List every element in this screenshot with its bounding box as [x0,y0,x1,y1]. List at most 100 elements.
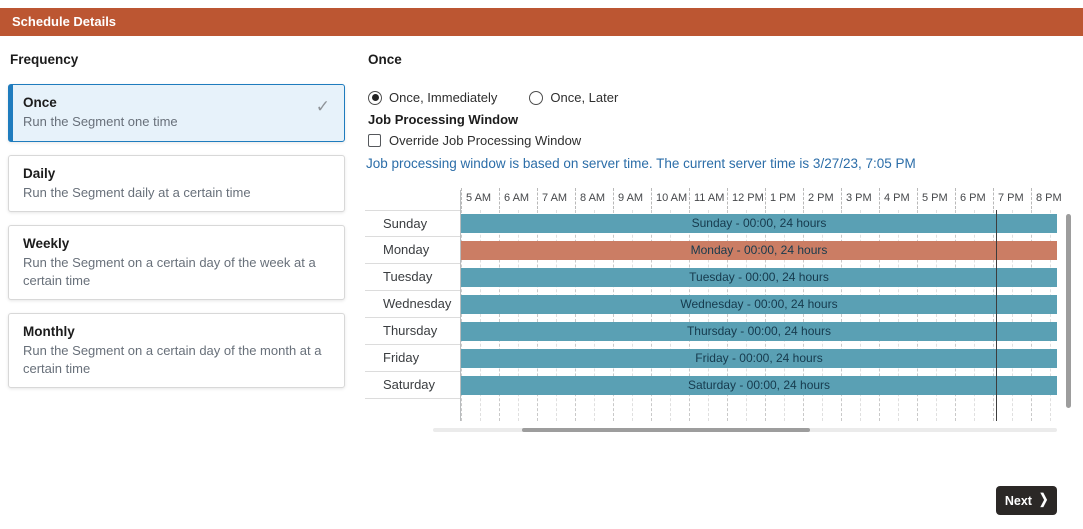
day-label: Sunday [365,210,460,237]
axis-line [460,190,461,421]
frequency-option-daily[interactable]: Daily Run the Segment daily at a certain… [8,154,345,213]
day-label: Friday [365,345,460,372]
half-hour-gridline [898,210,899,421]
schedule-bar: Friday - 00:00, 24 hours [461,349,1057,368]
schedule-gantt: 5 AM 6 AM 7 AM 8 AM 9 AM 10 AM 11 AM 12 PM 1 PM 2… [365,188,1077,438]
next-button[interactable]: Next ❯ [996,486,1057,515]
checkbox-label: Override Job Processing Window [389,133,582,148]
option-title: Monthly [23,324,75,340]
hour-gridline [765,210,766,421]
time-axis-label: 7 AM [537,188,567,209]
day-label: Tuesday [365,264,460,291]
next-button-label: Next [1004,493,1032,508]
horizontal-scrollbar-track[interactable] [433,428,1057,432]
frequency-option-list: Once Run the Segment one time ✓ Daily Ru… [8,84,345,401]
time-axis-label: 10 AM [651,188,687,209]
hour-gridline [537,210,538,421]
option-title: Daily [23,165,56,181]
override-jpw-checkbox-row[interactable]: Override Job Processing Window [368,133,581,148]
time-axis-label: 5 PM [917,188,948,209]
half-hour-gridline [594,210,595,421]
half-hour-gridline [974,210,975,421]
current-time-line [996,210,998,421]
half-hour-gridline [518,210,519,421]
schedule-bar: Tuesday - 00:00, 24 hours [461,268,1057,287]
option-title: Weekly [23,236,70,252]
time-axis-label: 6 PM [955,188,986,209]
time-axis-label: 8 PM [1031,188,1062,209]
radio-once-later[interactable]: Once, Later [529,90,618,105]
half-hour-gridline [632,210,633,421]
option-description: Run the Segment one time [23,114,178,129]
half-hour-gridline [1012,210,1013,421]
half-hour-gridline [480,210,481,421]
once-panel-title: Once [368,52,402,67]
hour-gridline [613,210,614,421]
radio-button-icon[interactable] [529,90,544,105]
day-label: Wednesday [365,291,460,318]
gantt-plot-area: Sunday - 00:00, 24 hours Monday - 00:00, … [461,210,1057,421]
option-description: Run the Segment on a certain day of the … [23,343,322,376]
frequency-option-weekly[interactable]: Weekly Run the Segment on a certain day … [8,225,345,301]
frequency-option-monthly[interactable]: Monthly Run the Segment on a certain day… [8,313,345,389]
time-axis-label: 11 AM [689,188,724,209]
half-hour-gridline [708,210,709,421]
schedule-bar: Thursday - 00:00, 24 hours [461,322,1057,341]
radio-label: Once, Immediately [389,90,498,105]
hour-gridline [461,210,462,421]
time-axis-label: 2 PM [803,188,834,209]
schedule-bar: Wednesday - 00:00, 24 hours [461,295,1057,314]
half-hour-gridline [556,210,557,421]
chevron-right-icon: ❯ [1038,492,1049,508]
day-label: Saturday [365,372,460,399]
hour-gridline [803,210,804,421]
panel-title: Schedule Details [12,14,117,29]
job-processing-window-heading: Job Processing Window [368,112,519,127]
server-time-info-text: Job processing window is based on server… [366,156,916,171]
time-axis-label: 1 PM [765,188,796,209]
time-axis-label: 6 AM [499,188,529,209]
half-hour-gridline [860,210,861,421]
hour-gridline [651,210,652,421]
hour-gridline [841,210,842,421]
time-axis-label: 9 AM [613,188,643,209]
half-hour-gridline [670,210,671,421]
hour-gridline [1031,210,1032,421]
half-hour-gridline [822,210,823,421]
hour-gridline [689,210,690,421]
time-axis-label: 8 AM [575,188,605,209]
once-type-radio-group: Once, Immediately Once, Later [368,90,618,105]
hour-gridline [955,210,956,421]
day-label: Thursday [365,318,460,345]
schedule-bar: Monday - 00:00, 24 hours [461,241,1057,260]
half-hour-gridline [784,210,785,421]
schedule-bar: Sunday - 00:00, 24 hours [461,214,1057,233]
panel-header: Schedule Details [0,8,1083,36]
half-hour-gridline [746,210,747,421]
day-label: Monday [365,237,460,264]
half-hour-gridline [1050,210,1051,421]
time-axis-label: 3 PM [841,188,872,209]
hour-gridline [499,210,500,421]
time-axis-label: 7 PM [993,188,1024,209]
checkbox-icon[interactable] [368,134,381,147]
hour-gridline [917,210,918,421]
hour-gridline [575,210,576,421]
frequency-label: Frequency [10,52,79,67]
horizontal-scrollbar-thumb[interactable] [522,428,810,432]
time-axis-label: 4 PM [879,188,910,209]
hour-gridline [993,210,994,421]
radio-button-icon[interactable] [368,90,382,105]
option-title: Once [23,95,57,110]
option-description: Run the Segment daily at a certain time [23,184,251,200]
schedule-bar: Saturday - 00:00, 24 hours [461,376,1057,395]
hour-gridline [879,210,880,421]
hour-gridline [727,210,728,421]
time-axis-label: 12 PM [727,188,764,209]
frequency-option-once[interactable]: Once Run the Segment one time ✓ [8,84,345,142]
time-axis-label: 5 AM [461,188,491,209]
radio-once-immediately[interactable]: Once, Immediately [368,90,497,105]
vertical-scrollbar[interactable] [1066,214,1071,408]
check-icon: ✓ [315,97,330,116]
